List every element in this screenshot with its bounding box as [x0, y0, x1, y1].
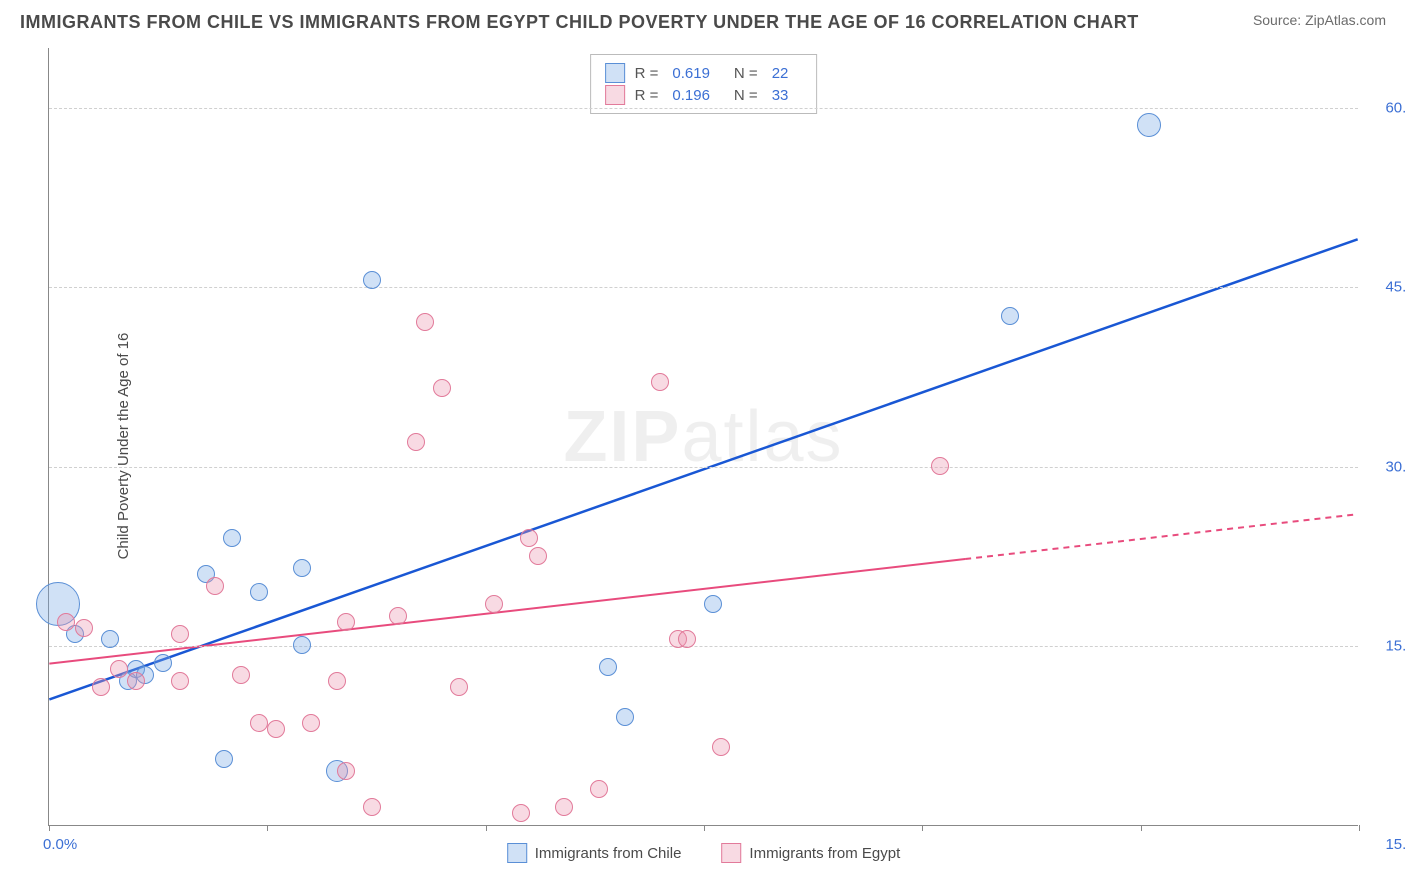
series-legend: Immigrants from Chile Immigrants from Eg…: [507, 843, 901, 863]
x-axis-min-label: 0.0%: [43, 836, 77, 853]
gridline: [49, 108, 1358, 109]
legend-label-egypt: Immigrants from Egypt: [749, 845, 900, 862]
chart-title: IMMIGRANTS FROM CHILE VS IMMIGRANTS FROM…: [20, 12, 1139, 33]
gridline: [49, 467, 1358, 468]
r-value-chile: 0.619: [672, 65, 710, 82]
data-point: [651, 373, 669, 391]
data-point: [171, 672, 189, 690]
data-point: [363, 271, 381, 289]
data-point: [232, 666, 250, 684]
x-axis-max-label: 15.0%: [1368, 836, 1406, 853]
x-tick: [486, 825, 487, 831]
data-point: [450, 678, 468, 696]
legend-item-chile: Immigrants from Chile: [507, 843, 682, 863]
data-point: [520, 529, 538, 547]
chart-source: Source: ZipAtlas.com: [1253, 12, 1386, 28]
data-point: [389, 607, 407, 625]
data-point: [931, 457, 949, 475]
chart-plot-area: ZIPatlas R =0.619 N =22 R =0.196 N =33 I…: [48, 48, 1358, 826]
data-point: [92, 678, 110, 696]
data-point: [1137, 113, 1161, 137]
x-tick: [1359, 825, 1360, 831]
data-point: [206, 577, 224, 595]
data-point: [250, 714, 268, 732]
data-point: [363, 798, 381, 816]
data-point: [416, 313, 434, 331]
x-tick: [922, 825, 923, 831]
data-point: [57, 613, 75, 631]
legend-row-chile: R =0.619 N =22: [605, 63, 803, 83]
data-point: [110, 660, 128, 678]
data-point: [293, 636, 311, 654]
gridline: [49, 646, 1358, 647]
data-point: [555, 798, 573, 816]
data-point: [171, 625, 189, 643]
data-point: [127, 672, 145, 690]
data-point: [616, 708, 634, 726]
x-tick: [1141, 825, 1142, 831]
data-point: [1001, 307, 1019, 325]
data-point: [250, 583, 268, 601]
n-value-egypt: 33: [772, 87, 789, 104]
data-point: [337, 613, 355, 631]
y-tick-label: 60.0%: [1368, 99, 1406, 116]
swatch-chile: [605, 63, 625, 83]
data-point: [529, 547, 547, 565]
y-tick-label: 30.0%: [1368, 458, 1406, 475]
data-point: [407, 433, 425, 451]
trend-lines: [49, 48, 1358, 825]
data-point: [704, 595, 722, 613]
data-point: [512, 804, 530, 822]
data-point: [215, 750, 233, 768]
data-point: [328, 672, 346, 690]
data-point: [293, 559, 311, 577]
data-point: [267, 720, 285, 738]
legend-item-egypt: Immigrants from Egypt: [721, 843, 900, 863]
data-point: [599, 658, 617, 676]
data-point: [223, 529, 241, 547]
legend-row-egypt: R =0.196 N =33: [605, 85, 803, 105]
swatch-chile-icon: [507, 843, 527, 863]
data-point: [590, 780, 608, 798]
x-tick: [704, 825, 705, 831]
r-value-egypt: 0.196: [672, 87, 710, 104]
data-point: [433, 379, 451, 397]
gridline: [49, 287, 1358, 288]
data-point: [154, 654, 172, 672]
data-point: [302, 714, 320, 732]
correlation-legend: R =0.619 N =22 R =0.196 N =33: [590, 54, 818, 114]
legend-label-chile: Immigrants from Chile: [535, 845, 682, 862]
data-point: [712, 738, 730, 756]
watermark: ZIPatlas: [563, 396, 843, 478]
data-point: [337, 762, 355, 780]
data-point: [678, 630, 696, 648]
n-value-chile: 22: [772, 65, 789, 82]
x-tick: [267, 825, 268, 831]
swatch-egypt: [605, 85, 625, 105]
swatch-egypt-icon: [721, 843, 741, 863]
data-point: [101, 630, 119, 648]
y-tick-label: 15.0%: [1368, 638, 1406, 655]
data-point: [75, 619, 93, 637]
x-tick: [49, 825, 50, 831]
y-tick-label: 45.0%: [1368, 279, 1406, 296]
data-point: [485, 595, 503, 613]
